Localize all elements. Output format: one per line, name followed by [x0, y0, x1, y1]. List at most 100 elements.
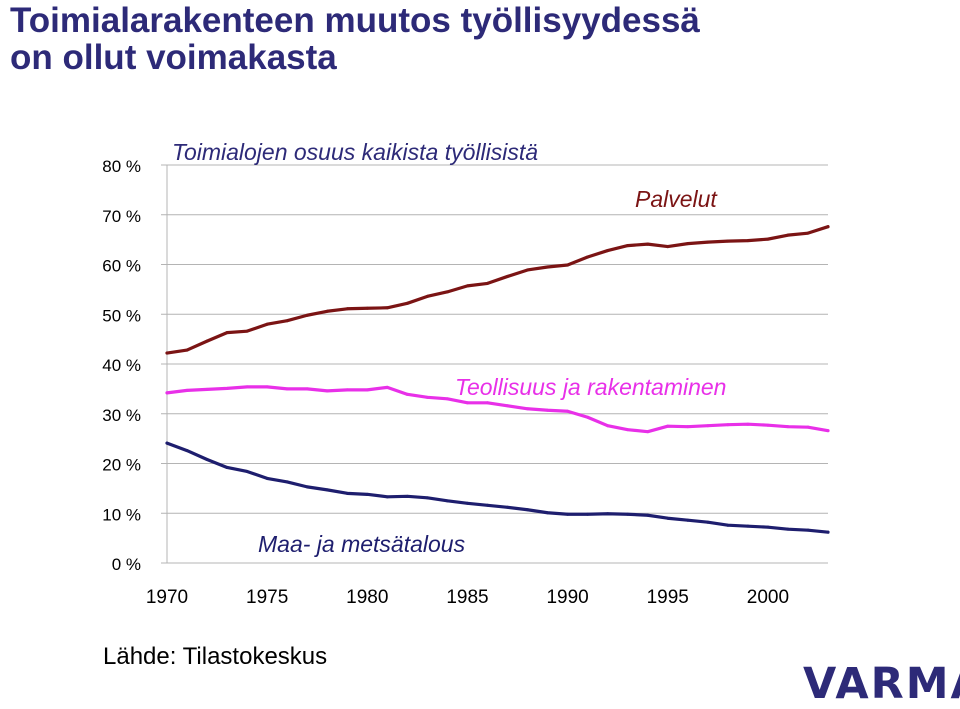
data-point	[766, 423, 770, 427]
data-point	[185, 388, 189, 392]
y-tick-label: 30 %	[102, 406, 141, 425]
data-point	[526, 508, 530, 512]
data-point	[666, 245, 670, 249]
data-point	[245, 469, 249, 473]
data-point	[225, 331, 229, 335]
data-point	[506, 505, 510, 509]
varma-logo: VARMA	[803, 659, 960, 709]
y-tick-label: 70 %	[102, 207, 141, 226]
data-point	[746, 524, 750, 528]
data-point	[205, 339, 209, 343]
x-tick-label: 1980	[346, 587, 388, 608]
data-point	[345, 307, 349, 311]
data-point	[245, 329, 249, 333]
data-point	[546, 408, 550, 412]
data-point	[686, 425, 690, 429]
data-point	[405, 301, 409, 305]
data-point	[485, 503, 489, 507]
data-point	[425, 395, 429, 399]
data-point	[546, 511, 550, 515]
data-point	[746, 422, 750, 426]
data-point	[165, 391, 169, 395]
data-point	[385, 306, 389, 310]
data-point	[566, 409, 570, 413]
data-point	[425, 294, 429, 298]
data-point	[546, 265, 550, 269]
y-tick-label: 20 %	[102, 456, 141, 475]
data-point	[646, 513, 650, 517]
data-point	[165, 441, 169, 445]
data-point	[285, 319, 289, 323]
x-axis-tick-labels: 1970 1975 1980 1985 1990 1995 2000	[146, 587, 789, 608]
y-tick-label: 80 %	[102, 157, 141, 176]
x-tick-label: 1985	[446, 587, 488, 608]
data-point	[666, 516, 670, 520]
data-point	[305, 387, 309, 391]
chart-title: Toimialojen osuus kaikista työllisistä	[172, 139, 538, 165]
data-point	[726, 523, 730, 527]
series-label-palvelut: Palvelut	[635, 186, 718, 212]
data-point	[726, 239, 730, 243]
data-point	[806, 231, 810, 235]
data-point	[285, 387, 289, 391]
data-point	[205, 387, 209, 391]
data-point	[706, 424, 710, 428]
data-point	[225, 386, 229, 390]
data-point	[185, 348, 189, 352]
data-point	[566, 263, 570, 267]
data-point	[646, 430, 650, 434]
source-note: Lähde: Tilastokeskus	[103, 643, 328, 670]
data-point	[445, 397, 449, 401]
y-axis-tick-labels: 0 % 10 % 20 % 30 % 40 % 50 % 60 % 70 % 80 %	[102, 157, 141, 574]
y-tick-label: 60 %	[102, 257, 141, 276]
data-point	[265, 322, 269, 326]
data-point	[425, 496, 429, 500]
series-label-maa-ja-metsatalous: Maa- ja metsätalous	[258, 531, 466, 557]
data-point	[385, 495, 389, 499]
data-point	[526, 268, 530, 272]
chart-text-labels: Toimialojen osuus kaikista työllisistä P…	[172, 139, 726, 557]
data-point	[586, 415, 590, 419]
y-tick-label: 0 %	[112, 555, 141, 574]
series-lines	[165, 225, 830, 534]
data-point	[726, 423, 730, 427]
data-point	[666, 424, 670, 428]
data-point	[365, 492, 369, 496]
data-point	[285, 480, 289, 484]
x-tick-label: 1995	[647, 587, 689, 608]
y-tick-label: 50 %	[102, 306, 141, 325]
x-tick-label: 1970	[146, 587, 188, 608]
data-point	[746, 239, 750, 243]
data-point	[325, 389, 329, 393]
data-point	[445, 499, 449, 503]
data-point	[325, 488, 329, 492]
x-tick-label: 2000	[747, 587, 789, 608]
series-line	[165, 385, 830, 434]
gridlines	[161, 164, 828, 564]
data-point	[365, 306, 369, 310]
data-point	[606, 424, 610, 428]
data-point	[586, 512, 590, 516]
data-point	[806, 528, 810, 532]
slide-title-line-1: Toimialarakenteen muutos työllisyydessä	[10, 1, 700, 40]
data-point	[465, 284, 469, 288]
x-tick-label: 1990	[546, 587, 588, 608]
data-point	[305, 485, 309, 489]
x-tick-label: 1975	[246, 587, 288, 608]
data-point	[826, 225, 830, 229]
data-point	[265, 476, 269, 480]
y-tick-label: 40 %	[102, 356, 141, 375]
data-point	[606, 249, 610, 253]
data-point	[485, 281, 489, 285]
slide-title-line-2: on ollut voimakasta	[10, 38, 337, 77]
data-point	[826, 530, 830, 534]
data-point	[205, 458, 209, 462]
data-point	[706, 240, 710, 244]
data-point	[766, 525, 770, 529]
data-point	[225, 465, 229, 469]
data-point	[385, 385, 389, 389]
data-point	[586, 255, 590, 259]
data-point	[345, 388, 349, 392]
data-point	[606, 512, 610, 516]
